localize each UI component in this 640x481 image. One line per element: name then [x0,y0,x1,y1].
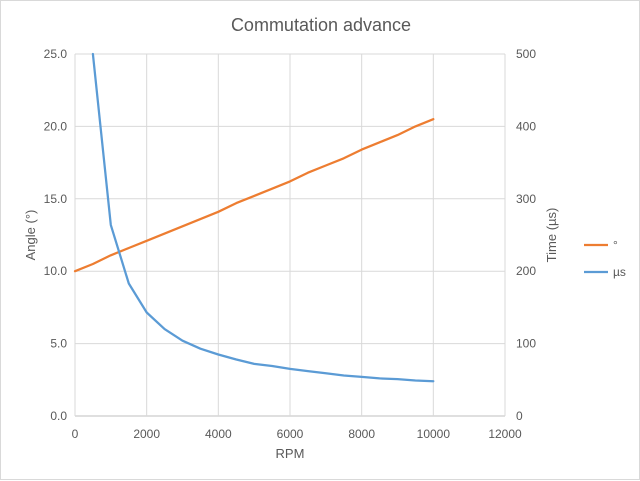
y-axis-ticks: 0.0 5.0 10.0 15.0 20.0 25.0 [44,47,68,423]
gridlines [74,53,506,417]
y-tick-label: 25.0 [44,47,68,61]
x-tick-label: 6000 [277,427,304,441]
y2-tick-label: 500 [516,47,536,61]
y2-tick-label: 200 [516,264,536,278]
y-tick-label: 5.0 [50,337,67,351]
legend-label-time: µs [613,265,626,279]
y-tick-label: 0.0 [50,409,67,423]
y2-tick-label: 0 [516,409,523,423]
x-tick-label: 4000 [205,427,232,441]
y2-tick-label: 400 [516,119,536,133]
x-axis-title: RPM [276,446,305,461]
y-tick-label: 15.0 [44,192,68,206]
x-tick-label: 0 [72,427,79,441]
series-line-angle [73,118,435,273]
x-tick-label: 12000 [488,427,522,441]
series-lines [73,52,435,383]
y-tick-label: 10.0 [44,264,68,278]
legend: ° µs [584,238,626,279]
y-tick-label: 20.0 [44,119,68,133]
x-tick-label: 8000 [348,427,375,441]
y2-tick-label: 300 [516,192,536,206]
y-axis-title: Angle (°) [23,210,38,261]
y2-axis-title: Time (µs) [544,208,559,263]
chart-title: Commutation advance [231,15,411,35]
x-tick-label: 10000 [417,427,451,441]
series-line-time [91,52,435,383]
y2-tick-label: 100 [516,337,536,351]
y2-axis-ticks: 0 100 200 300 400 500 [516,47,536,423]
x-tick-label: 2000 [133,427,160,441]
x-axis-ticks: 0 2000 4000 6000 8000 10000 12000 [72,427,522,441]
legend-label-angle: ° [613,238,618,252]
